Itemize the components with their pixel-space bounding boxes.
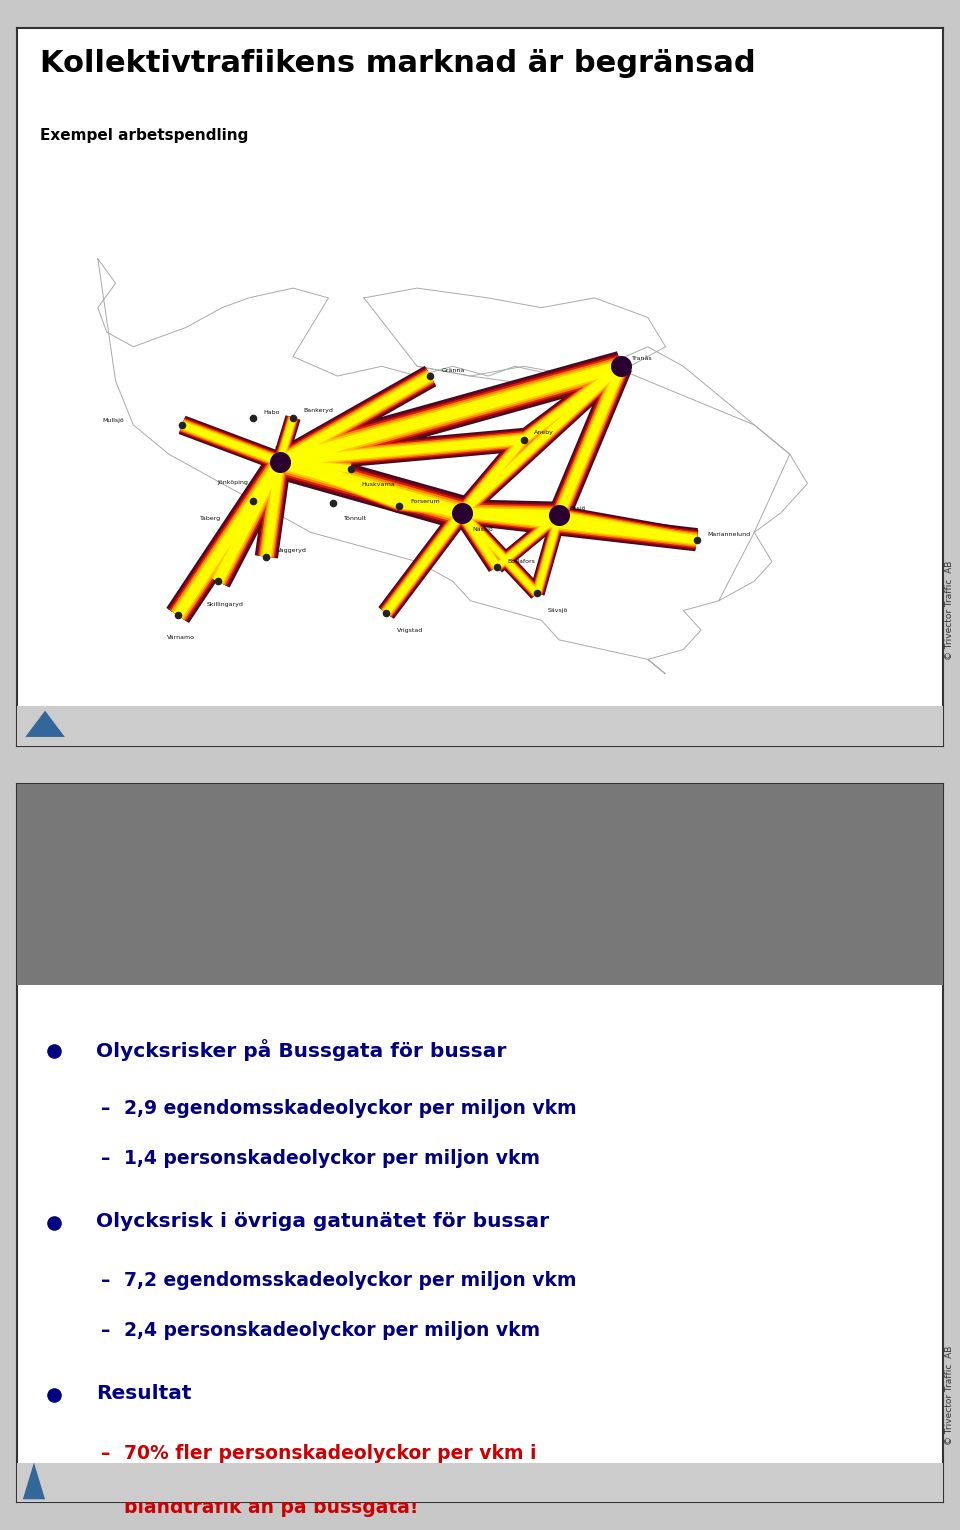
- Text: Habo: Habo: [264, 410, 280, 415]
- Text: –: –: [101, 1271, 110, 1290]
- Text: Olycksrisker på Bussgata för bussar: Olycksrisker på Bussgata för bussar: [96, 1039, 506, 1062]
- Text: Tranås: Tranås: [632, 356, 653, 361]
- Text: –: –: [101, 1444, 110, 1463]
- Text: Taberg: Taberg: [200, 516, 221, 522]
- Point: [47, 1039, 62, 1063]
- Text: © Trivector Traffic  AB: © Trivector Traffic AB: [945, 560, 953, 659]
- Text: –: –: [101, 1149, 110, 1167]
- Text: Nässjö: Nässjö: [472, 528, 492, 532]
- Text: 2,9 egendomsskadeolyckor per miljon vkm: 2,9 egendomsskadeolyckor per miljon vkm: [124, 1099, 576, 1118]
- Text: –: –: [101, 1322, 110, 1340]
- Text: Bussgator ökar närheten till
kollektivtrafiken och är säkrare än gator: Bussgator ökar närheten till kollektivtr…: [45, 861, 523, 909]
- Point: [529, 581, 544, 606]
- Text: Vrigstad: Vrigstad: [396, 627, 423, 632]
- Text: 7,2 egendomsskadeolyckor per miljon vkm: 7,2 egendomsskadeolyckor per miljon vkm: [124, 1271, 576, 1290]
- Text: Gränna: Gränna: [442, 369, 465, 373]
- Text: Huskvarna: Huskvarna: [361, 482, 396, 487]
- Text: 70% fler personskadeolyckor per vkm i: 70% fler personskadeolyckor per vkm i: [124, 1444, 537, 1463]
- Text: Skillingaryd: Skillingaryd: [207, 601, 244, 606]
- Text: Trivector: Trivector: [73, 719, 149, 733]
- FancyBboxPatch shape: [17, 783, 943, 985]
- Point: [454, 500, 469, 525]
- Text: 2,4 personskadeolyckor per miljon vkm: 2,4 personskadeolyckor per miljon vkm: [124, 1322, 540, 1340]
- Point: [343, 456, 358, 480]
- Text: blandtrafik än på bussgata!: blandtrafik än på bussgata!: [124, 1495, 419, 1518]
- Polygon shape: [25, 710, 64, 737]
- Text: Kollektivtrafiikens marknad är begränsad: Kollektivtrafiikens marknad är begränsad: [40, 49, 756, 78]
- Point: [210, 569, 226, 594]
- Point: [325, 491, 341, 516]
- Point: [285, 405, 300, 430]
- Point: [246, 405, 261, 430]
- Point: [378, 601, 394, 626]
- Text: Mariannelund: Mariannelund: [708, 532, 751, 537]
- Text: © Trivector Traffic  AB: © Trivector Traffic AB: [945, 1345, 953, 1444]
- Text: Forserum: Forserum: [410, 499, 440, 503]
- Point: [551, 503, 566, 528]
- Text: Mullsjö: Mullsjö: [103, 419, 124, 424]
- Text: 1,4 personskadeolyckor per miljon vkm: 1,4 personskadeolyckor per miljon vkm: [124, 1149, 540, 1167]
- Point: [490, 554, 505, 578]
- Text: –: –: [101, 1099, 110, 1118]
- Point: [392, 493, 407, 517]
- Text: Resultat: Resultat: [96, 1385, 191, 1403]
- Point: [613, 353, 629, 378]
- FancyBboxPatch shape: [17, 707, 943, 747]
- Point: [272, 450, 287, 474]
- Text: Trivector: Trivector: [63, 1475, 139, 1490]
- Text: Värnamo: Värnamo: [167, 635, 195, 640]
- Point: [689, 528, 705, 552]
- Point: [246, 488, 261, 513]
- FancyBboxPatch shape: [17, 1463, 943, 1502]
- Text: Aneby: Aneby: [535, 430, 554, 435]
- Text: Jönköping: Jönköping: [218, 479, 249, 485]
- Text: Bankeryd: Bankeryd: [303, 407, 333, 413]
- Polygon shape: [23, 1463, 45, 1499]
- Text: Exempel arbetspendling: Exempel arbetspendling: [40, 129, 249, 144]
- Text: Tönnult: Tönnult: [344, 516, 367, 522]
- Point: [422, 364, 438, 389]
- Point: [170, 603, 185, 627]
- Text: Vaggeryd: Vaggeryd: [277, 548, 307, 552]
- Point: [258, 545, 274, 569]
- Point: [47, 1383, 62, 1408]
- Point: [516, 427, 531, 451]
- Text: Sävsjö: Sävsjö: [547, 607, 568, 614]
- Point: [175, 413, 190, 438]
- Text: Olycksrisk i övriga gatunätet för bussar: Olycksrisk i övriga gatunätet för bussar: [96, 1212, 549, 1230]
- Text: Bodafors: Bodafors: [508, 558, 536, 563]
- Point: [47, 1210, 62, 1235]
- Text: Eksjö: Eksjö: [569, 506, 587, 511]
